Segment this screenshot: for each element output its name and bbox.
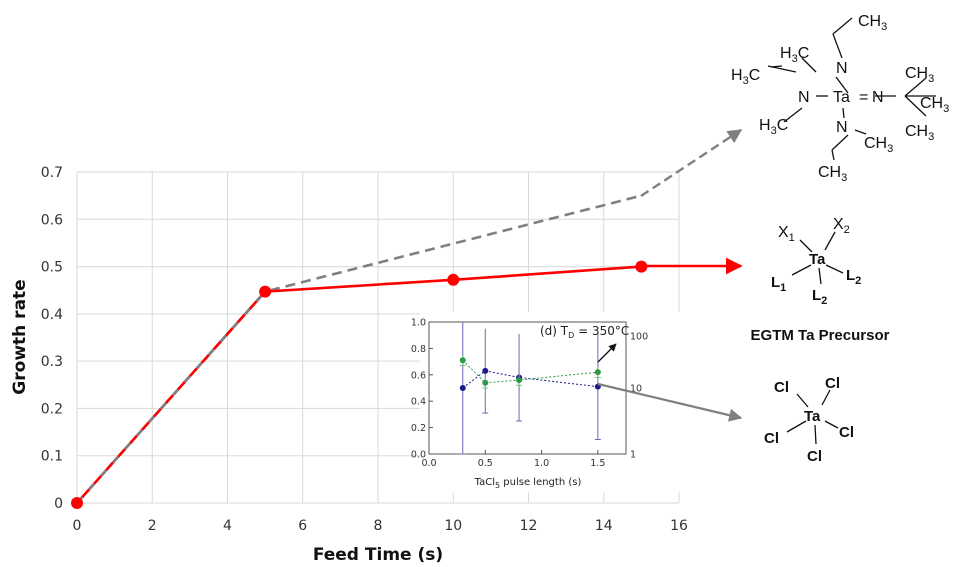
main-series — [76, 194, 642, 504]
red-series-point — [71, 497, 83, 509]
red-gray-overlay-segment — [76, 290, 267, 504]
ch3-bottom: CH3 — [818, 164, 847, 184]
l2-right-label: L2 — [846, 267, 861, 287]
inset-x-tick-label: 1.5 — [590, 458, 605, 469]
x2-label: X2 — [833, 216, 850, 236]
x-tick-label: 0 — [73, 518, 82, 534]
tacl5-bonds — [786, 389, 839, 445]
inset-y2-tick-label: 100 — [630, 332, 648, 343]
inset-frame — [428, 321, 627, 455]
inset-chart: 0.0 0.2 0.4 0.6 0.8 1.0 1 10 100 0.0 0.5 1.0 1.5 (… — [411, 312, 680, 492]
x-tick-label: 12 — [520, 518, 538, 534]
inset-arrow-up — [597, 343, 617, 363]
h3c-lower: H3C — [759, 117, 788, 137]
cl-bottom: Cl — [807, 448, 822, 465]
inset-x-tick-label: 0.0 — [421, 458, 436, 469]
x1-label: X1 — [778, 224, 795, 244]
tacl5-arrow — [597, 382, 743, 422]
y-axis-title: Growth rate — [10, 279, 30, 394]
ch3-bottom-amido: CH3 — [864, 135, 893, 155]
ch3-right-upper: CH3 — [905, 65, 934, 85]
x-tick-label: 2 — [148, 518, 157, 534]
inset-y2-ticks: 1 10 100 — [630, 332, 648, 461]
red-series-point — [447, 273, 460, 286]
inset-y2-tick-label: 1 — [630, 450, 636, 461]
h3c-upper-inner: H3C — [780, 45, 809, 65]
ch3-right-lower: CH3 — [905, 123, 934, 143]
generic-ta-precursor-bonds — [791, 231, 844, 285]
inset-point — [594, 369, 601, 376]
inset-x-ticks: 0.0 0.5 1.0 1.5 — [421, 450, 605, 469]
tacl5-structure: Cl Cl Ta Cl Cl Cl — [764, 375, 854, 465]
x-tick-label: 10 — [444, 518, 462, 534]
h3c-left: H3C — [731, 67, 760, 87]
egtm-ta-precursor-label: EGTM Ta Precursor — [751, 327, 890, 344]
inset-point — [482, 367, 489, 374]
y-tick-label: 0 — [54, 496, 63, 512]
n-top: N — [836, 60, 848, 77]
double-bond: = — [859, 89, 868, 106]
n-left: N — [798, 89, 810, 106]
l1-label: L1 — [771, 274, 786, 294]
cl-right: Cl — [839, 424, 854, 441]
x-tick-label: 4 — [223, 518, 232, 534]
ta-cl5-center: Ta — [804, 408, 821, 425]
ch3-top: CH3 — [858, 13, 887, 33]
red-series-point — [259, 285, 272, 298]
n-imido: N — [872, 89, 884, 106]
generic-ta-precursor: X1 X2 Ta L1 L2 L2 — [771, 216, 861, 307]
x-tick-label: 14 — [595, 518, 613, 534]
y-tick-label: 0.5 — [41, 260, 63, 276]
inset-y-tick-label: 0.4 — [411, 397, 426, 408]
inset-point — [459, 357, 466, 364]
main-x-ticks: 0 2 4 6 8 10 12 14 16 — [73, 518, 688, 534]
y-tick-label: 0.6 — [41, 212, 63, 228]
x-tick-label: 8 — [374, 518, 383, 534]
red-series-line — [76, 265, 642, 504]
inset-x-axis-title: TaCl5 pulse length (s) — [474, 477, 582, 490]
x-tick-label: 16 — [670, 518, 688, 534]
y-tick-label: 0.3 — [41, 354, 63, 370]
inset-y-ticks: 0.0 0.2 0.4 0.6 0.8 1.0 — [411, 318, 433, 461]
x-tick-label: 6 — [298, 518, 307, 534]
ta-generic-center: Ta — [809, 251, 826, 268]
main-y-ticks: 0 0.1 0.2 0.3 0.4 0.5 0.6 0.7 — [41, 165, 63, 512]
inset-series-line — [462, 370, 598, 389]
y-tick-label: 0.4 — [41, 307, 63, 323]
inset-point — [459, 385, 466, 391]
inset-x-tick-label: 1.0 — [534, 458, 549, 469]
ta-imido-amido-labels: CH3 H3C N H3C CH3 N Ta = N CH3 H3C N CH3… — [731, 13, 949, 184]
cl-top-right: Cl — [825, 375, 840, 392]
inset-x-tick-label: 0.5 — [478, 458, 493, 469]
inset-point — [516, 377, 523, 384]
y-tick-label: 0.2 — [41, 401, 63, 417]
y-tick-label: 0.7 — [41, 165, 63, 181]
inset-background — [420, 312, 680, 492]
inset-series — [459, 322, 601, 455]
inset-y2-tick-label: 10 — [630, 384, 642, 395]
cl-left: Cl — [764, 430, 779, 447]
gray-extension-arrow — [640, 128, 743, 198]
n-bottom: N — [836, 119, 848, 136]
ta-center: Ta — [833, 89, 850, 106]
inset-y-tick-label: 0.8 — [411, 344, 426, 355]
inset-y-tick-label: 0.2 — [411, 423, 426, 434]
ch3-right-mid: CH3 — [920, 95, 949, 115]
l2-bottom-label: L2 — [812, 287, 827, 307]
y-tick-label: 0.1 — [41, 449, 63, 465]
inset-y-tick-label: 0.6 — [411, 370, 426, 381]
ta-imido-amido-structure — [767, 17, 936, 161]
cl-top-left: Cl — [774, 379, 789, 396]
inset-point — [482, 379, 489, 386]
inset-title: (d) TD = 350°C — [540, 324, 629, 340]
x-axis-title: Feed Time (s) — [313, 545, 443, 565]
main-markers — [71, 260, 648, 509]
inset-y-tick-label: 0.0 — [411, 450, 426, 461]
inset-y-tick-label: 1.0 — [411, 318, 426, 329]
inset-series-line — [462, 359, 598, 384]
